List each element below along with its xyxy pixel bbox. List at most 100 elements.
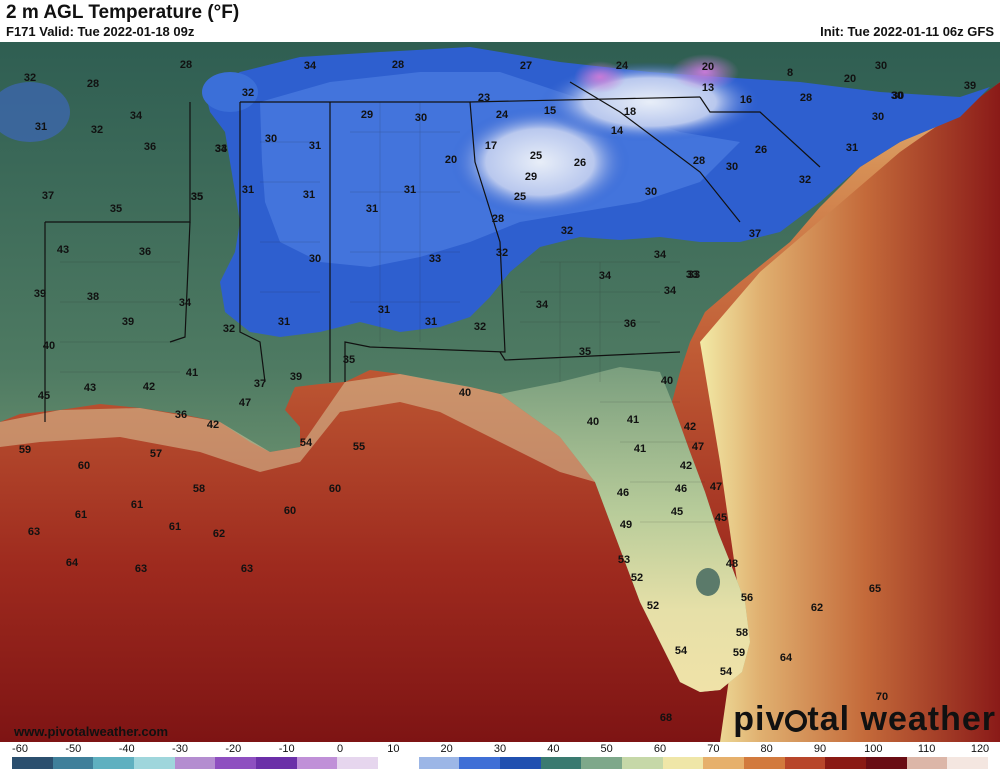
colorbar-tick-label: -40 <box>118 743 135 755</box>
temperature-value: 40 <box>660 375 674 387</box>
temperature-value: 33 <box>214 143 228 155</box>
colorbar-segment <box>744 757 785 769</box>
temperature-value: 43 <box>83 382 97 394</box>
temperature-value: 30 <box>725 161 739 173</box>
temperature-value: 32 <box>23 72 37 84</box>
colorbar-ticks: -60 -50 -40 -30 -20 -10 0 10 20 30 40 50 60 70 80 90 100… <box>0 742 1000 757</box>
temperature-value: 41 <box>185 367 199 379</box>
temperature-value: 40 <box>458 387 472 399</box>
colorbar-segment <box>581 757 623 769</box>
temperature-value: 8 <box>786 67 794 79</box>
colorbar-segment <box>256 757 297 769</box>
temperature-value: 33 <box>685 269 699 281</box>
temperature-value: 28 <box>86 78 100 90</box>
colorbar-tick-label: 120 <box>970 743 990 755</box>
colorbar-segment <box>134 757 175 769</box>
colorbar-segment <box>906 757 948 769</box>
colorbar-segment <box>947 757 989 769</box>
temperature-value: 52 <box>646 600 660 612</box>
temperature-value: 20 <box>843 73 857 85</box>
map-header: 2 m AGL Temperature (°F) F171 Valid: Tue… <box>0 0 1000 42</box>
temperature-value: 30 <box>414 112 428 124</box>
temperature-value: 30 <box>644 186 658 198</box>
temperature-value: 37 <box>748 228 762 240</box>
temperature-value: 31 <box>424 316 438 328</box>
temperature-value: 31 <box>277 316 291 328</box>
temperature-value: 32 <box>473 321 487 333</box>
colorbar-segment <box>459 757 501 769</box>
temperature-value: 28 <box>391 59 405 71</box>
temperature-value: 32 <box>798 174 812 186</box>
temperature-value: 58 <box>192 483 206 495</box>
temperature-value: 60 <box>328 483 342 495</box>
temperature-value: 53 <box>617 554 631 566</box>
temperature-value: 18 <box>623 106 637 118</box>
temperature-value: 52 <box>630 572 644 584</box>
temperature-value: 24 <box>615 60 629 72</box>
temperature-value: 41 <box>633 443 647 455</box>
temperature-value: 34 <box>535 299 549 311</box>
colorbar-segment <box>703 757 745 769</box>
temperature-value: 55 <box>352 441 366 453</box>
colorbar-segment <box>500 757 541 769</box>
temperature-value: 68 <box>659 712 673 724</box>
colorbar-tick-label: -10 <box>278 743 295 755</box>
temperature-value: 23 <box>477 92 491 104</box>
temperature-value: 34 <box>178 297 192 309</box>
temperature-value: 41 <box>626 414 640 426</box>
temperature-value: 31 <box>845 142 859 154</box>
temperature-value: 30 <box>264 133 278 145</box>
brand-o-icon <box>785 710 808 732</box>
temperature-value: 13 <box>701 82 715 94</box>
colorbar-tick-label: 40 <box>547 743 560 755</box>
temperature-value: 54 <box>674 645 688 657</box>
temperature-value: 27 <box>519 60 533 72</box>
temperature-value: 30 <box>871 111 885 123</box>
temperature-value: 47 <box>691 441 705 453</box>
colorbar-segment <box>337 757 379 769</box>
brand-logo: piv tal weather <box>733 700 996 739</box>
colorbar-tick-label: 110 <box>917 743 936 755</box>
temperature-value: 28 <box>179 59 193 71</box>
temperature-value: 30 <box>308 253 322 265</box>
site-url: www.pivotalweather.com <box>14 724 169 739</box>
temperature-value: 34 <box>214 143 228 155</box>
temperature-value: 30 <box>890 90 904 102</box>
temperature-value: 31 <box>365 203 379 215</box>
colorbar-segment <box>52 757 94 769</box>
temperature-value: 61 <box>74 509 88 521</box>
temperature-value: 15 <box>543 105 557 117</box>
colorbar-tick-label: 100 <box>864 743 883 755</box>
temperature-value: 28 <box>692 155 706 167</box>
temperature-value: 64 <box>779 652 793 664</box>
coastal-band <box>0 374 595 482</box>
colorbar-bar <box>12 757 989 769</box>
temperature-value: 60 <box>283 505 297 517</box>
temperature-value: 56 <box>740 592 754 604</box>
temperature-value: 45 <box>714 512 728 524</box>
state-borders <box>44 81 821 422</box>
temperature-value: 31 <box>308 140 322 152</box>
temperature-value: 40 <box>586 416 600 428</box>
temperature-value: 46 <box>674 483 688 495</box>
temperature-value: 59 <box>732 647 746 659</box>
cold-pocket-far-west <box>0 82 70 142</box>
temperature-value: 26 <box>754 144 768 156</box>
brand-text-end: tal weather <box>807 700 996 738</box>
lake-okeechobee <box>696 568 720 596</box>
temperature-map: 32 28 28 32 34 28 27 24 20 8 20 30 30 39 31 32 34 34 23 13 1… <box>0 42 1000 742</box>
colorbar-tick-label: 20 <box>440 743 453 755</box>
temperature-value: 17 <box>484 140 498 152</box>
colorbar-segment <box>296 757 338 769</box>
temperature-value: 54 <box>719 666 733 678</box>
temperature-value: 34 <box>598 270 612 282</box>
temperature-value: 35 <box>578 346 592 358</box>
temperature-value: 33 <box>428 253 442 265</box>
florida-peninsula <box>500 367 750 692</box>
temperature-value: 32 <box>560 225 574 237</box>
temperature-value: 20 <box>701 61 715 73</box>
temperature-value: 46 <box>616 487 630 499</box>
temperature-value: 14 <box>610 125 624 137</box>
temperature-value: 32 <box>241 87 255 99</box>
colorbar-segment <box>174 757 216 769</box>
